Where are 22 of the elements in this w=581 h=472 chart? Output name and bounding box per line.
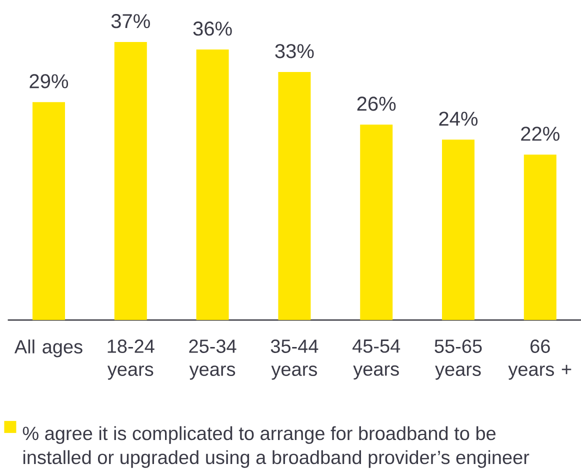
x-tick-label: 18-24 years [107,340,154,380]
data-label: 29% [30,74,68,88]
data-label: 24% [439,112,478,126]
data-label: 36% [193,22,232,36]
x-tick-label: All ages [14,340,82,358]
bar [196,49,229,320]
x-tick-label: 55-65 years [434,340,482,380]
bar [360,124,393,320]
bar [114,42,147,320]
data-label: 22% [521,126,560,141]
data-label: 33% [275,44,314,58]
bar [278,72,311,320]
x-tick-label: 25-34 years [189,340,236,380]
x-tick-label: 35-44 years [270,340,318,380]
x-tick-label: 66 years + [508,340,572,380]
bar [442,140,474,320]
legend-label: % agree it is complicated to arrange for broadband to be installed or upgraded using a broadband provider’s engineer [22,426,530,468]
x-tick-label: 45-54 years [352,340,400,380]
bar [32,102,65,320]
data-label: 37% [111,14,150,28]
data-label: 26% [357,96,396,111]
bar [524,154,556,320]
